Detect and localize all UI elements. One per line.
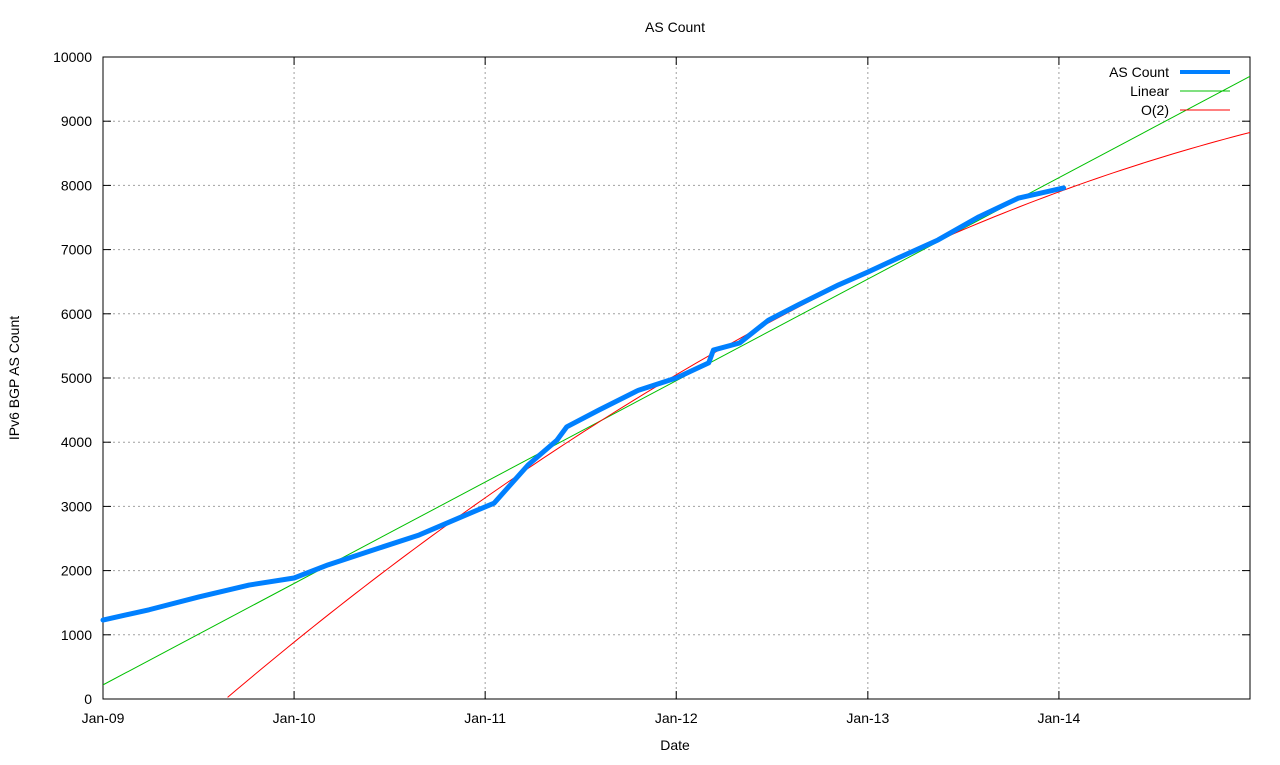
legend: AS Count Linear O(2): [1109, 64, 1230, 118]
series-line-as-count: [100, 185, 1067, 623]
data-point-as-count: [1016, 196, 1021, 201]
y-tick-label: 5000: [61, 370, 92, 386]
data-point-as-count: [564, 424, 569, 429]
data-point-as-count: [526, 462, 531, 467]
y-tick-label: 10000: [53, 49, 92, 65]
x-tick-label: Jan-11: [464, 710, 506, 726]
ticks: 0 1000 2000 3000 4000 5000 6000 7000 8000 9000 100…: [53, 49, 1250, 726]
y-tick-label: 6000: [61, 306, 92, 322]
x-tick-label: Jan-12: [655, 710, 698, 726]
data-point-as-count: [376, 546, 381, 551]
data-point-as-count: [417, 532, 422, 537]
data-point-as-count: [976, 214, 981, 219]
data-point-as-count: [492, 501, 497, 506]
y-tick-label: 1000: [61, 627, 92, 643]
data-point-as-count: [836, 282, 841, 287]
data-point-as-count: [935, 237, 940, 242]
data-point-as-count: [636, 388, 641, 393]
series-line-linear: [103, 75, 1250, 686]
data-point-as-count: [196, 594, 201, 599]
data-point-as-count: [147, 607, 152, 612]
x-tick-label: Jan-14: [1038, 710, 1081, 726]
y-tick-label: 7000: [61, 242, 92, 258]
data-point-as-count: [475, 507, 480, 512]
x-axis-label: Date: [660, 737, 690, 753]
data-point-as-count: [674, 376, 679, 380]
legend-label-o2: O(2): [1141, 102, 1169, 118]
y-axis-label: IPv6 BGP AS Count: [6, 316, 22, 440]
data-point-as-count: [896, 255, 901, 260]
data-point-as-count: [796, 302, 801, 307]
y-tick-label: 0: [84, 691, 92, 707]
data-point-as-count: [101, 618, 105, 623]
legend-label-linear: Linear: [1130, 83, 1169, 99]
y-tick-label: 4000: [61, 434, 92, 450]
series: [100, 75, 1250, 698]
y-tick-label: 3000: [61, 498, 92, 514]
data-point-as-count: [706, 360, 711, 365]
legend-label-as-count: AS Count: [1109, 64, 1169, 80]
data-point-as-count: [247, 583, 252, 588]
data-point-as-count: [766, 318, 771, 323]
data-point-as-count: [554, 438, 559, 443]
data-point-as-count: [737, 341, 742, 346]
y-tick-label: 2000: [61, 563, 92, 579]
data-point-as-count: [711, 348, 716, 353]
x-tick-label: Jan-13: [846, 710, 889, 726]
y-tick-label: 8000: [61, 177, 92, 193]
data-point-as-count: [596, 408, 601, 413]
data-point-as-count: [456, 515, 461, 520]
data-point-as-count: [292, 575, 297, 580]
data-point-as-count: [1061, 185, 1066, 190]
x-tick-label: Jan-09: [82, 710, 125, 726]
grid: [103, 57, 1250, 699]
data-point-as-count: [326, 562, 331, 567]
chart-title: AS Count: [645, 19, 705, 35]
x-tick-label: Jan-10: [273, 710, 316, 726]
data-point-as-count: [865, 270, 870, 275]
series-line-o2: [227, 131, 1250, 698]
y-tick-label: 9000: [61, 113, 92, 129]
